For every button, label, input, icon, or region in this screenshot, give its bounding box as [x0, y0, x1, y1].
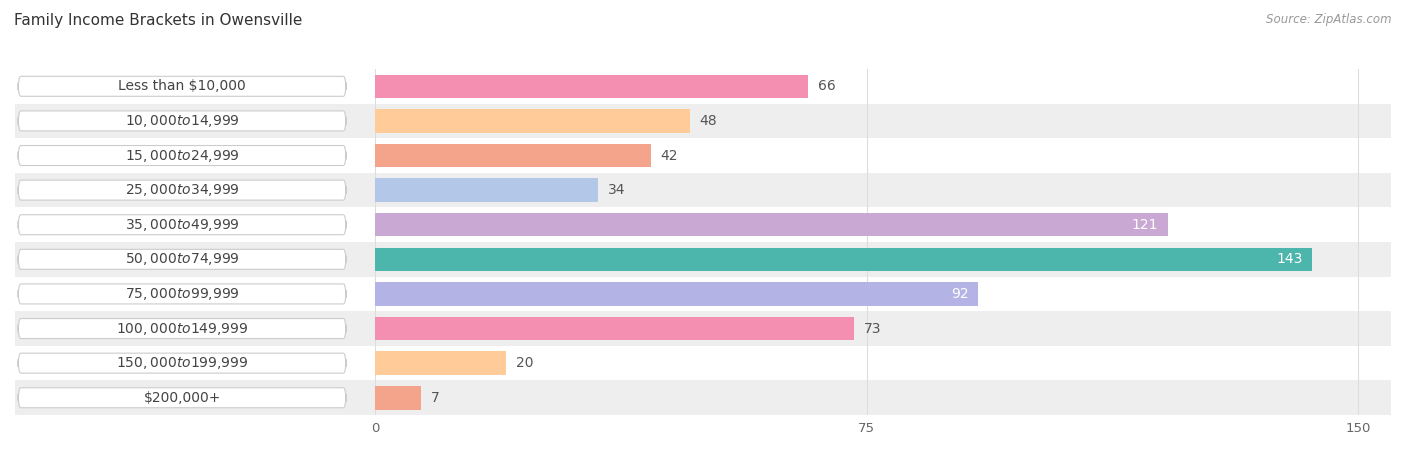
- Bar: [375, 282, 979, 306]
- Text: 121: 121: [1132, 218, 1159, 232]
- Text: 92: 92: [950, 287, 969, 301]
- Bar: [375, 213, 1168, 237]
- FancyBboxPatch shape: [18, 319, 346, 338]
- FancyBboxPatch shape: [18, 353, 346, 373]
- Text: $35,000 to $49,999: $35,000 to $49,999: [125, 217, 239, 233]
- FancyBboxPatch shape: [18, 145, 346, 166]
- Bar: [375, 351, 506, 375]
- Text: 34: 34: [607, 183, 626, 197]
- Bar: [375, 75, 808, 98]
- Bar: [15, 277, 1391, 311]
- Text: $200,000+: $200,000+: [143, 391, 221, 405]
- Text: $25,000 to $34,999: $25,000 to $34,999: [125, 182, 239, 198]
- Bar: [375, 317, 853, 340]
- Text: $50,000 to $74,999: $50,000 to $74,999: [125, 252, 239, 267]
- Bar: [375, 109, 690, 133]
- Bar: [15, 104, 1391, 138]
- Text: Source: ZipAtlas.com: Source: ZipAtlas.com: [1267, 14, 1392, 27]
- Bar: [15, 207, 1391, 242]
- Text: 66: 66: [818, 79, 835, 93]
- Bar: [15, 311, 1391, 346]
- Text: 7: 7: [432, 391, 440, 405]
- Bar: [375, 178, 598, 202]
- FancyBboxPatch shape: [18, 111, 346, 131]
- Bar: [15, 69, 1391, 104]
- Text: $10,000 to $14,999: $10,000 to $14,999: [125, 113, 239, 129]
- Bar: [15, 173, 1391, 207]
- Text: 42: 42: [661, 148, 678, 162]
- Bar: [375, 386, 422, 410]
- Bar: [15, 380, 1391, 415]
- Text: 20: 20: [516, 356, 534, 370]
- Text: 73: 73: [863, 322, 882, 336]
- Bar: [375, 144, 651, 167]
- Bar: [15, 138, 1391, 173]
- Text: 48: 48: [700, 114, 717, 128]
- Text: Family Income Brackets in Owensville: Family Income Brackets in Owensville: [14, 14, 302, 28]
- Text: Less than $10,000: Less than $10,000: [118, 79, 246, 93]
- Bar: [375, 248, 1312, 271]
- Text: $100,000 to $149,999: $100,000 to $149,999: [115, 320, 249, 337]
- FancyBboxPatch shape: [18, 76, 346, 96]
- FancyBboxPatch shape: [18, 249, 346, 269]
- FancyBboxPatch shape: [18, 215, 346, 235]
- FancyBboxPatch shape: [18, 284, 346, 304]
- Text: $150,000 to $199,999: $150,000 to $199,999: [115, 355, 249, 371]
- Bar: [15, 242, 1391, 277]
- FancyBboxPatch shape: [18, 388, 346, 408]
- Text: $75,000 to $99,999: $75,000 to $99,999: [125, 286, 239, 302]
- FancyBboxPatch shape: [18, 180, 346, 200]
- Text: 143: 143: [1277, 252, 1302, 266]
- Text: $15,000 to $24,999: $15,000 to $24,999: [125, 148, 239, 163]
- Bar: [15, 346, 1391, 380]
